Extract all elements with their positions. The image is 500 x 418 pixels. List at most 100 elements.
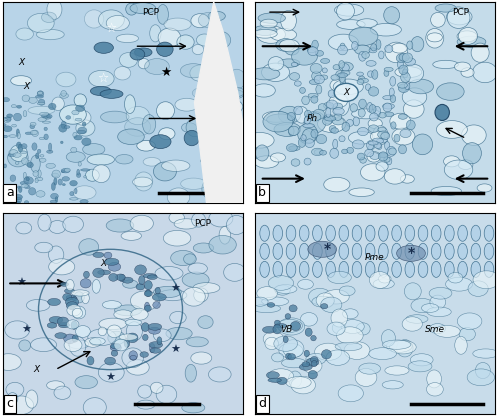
Ellipse shape: [191, 352, 212, 364]
Ellipse shape: [226, 215, 246, 234]
Ellipse shape: [24, 177, 34, 184]
Ellipse shape: [148, 324, 162, 330]
Ellipse shape: [70, 336, 86, 356]
Ellipse shape: [228, 69, 246, 89]
Ellipse shape: [333, 79, 364, 94]
Ellipse shape: [70, 181, 78, 186]
Ellipse shape: [370, 44, 376, 51]
Ellipse shape: [145, 290, 151, 296]
Text: X: X: [33, 365, 39, 374]
Ellipse shape: [225, 100, 243, 113]
Ellipse shape: [382, 340, 411, 349]
Ellipse shape: [208, 31, 231, 49]
Ellipse shape: [114, 310, 132, 319]
Ellipse shape: [192, 44, 203, 55]
Ellipse shape: [24, 185, 30, 189]
Ellipse shape: [122, 277, 133, 283]
Ellipse shape: [270, 153, 285, 162]
Ellipse shape: [144, 305, 152, 311]
Ellipse shape: [143, 158, 160, 166]
Ellipse shape: [124, 95, 136, 114]
Ellipse shape: [369, 104, 376, 114]
Ellipse shape: [286, 353, 292, 359]
Ellipse shape: [376, 162, 388, 171]
Text: *: *: [408, 246, 414, 260]
Ellipse shape: [366, 141, 374, 150]
Ellipse shape: [129, 351, 138, 360]
Ellipse shape: [180, 178, 206, 189]
Ellipse shape: [357, 79, 364, 84]
Ellipse shape: [16, 142, 21, 148]
Ellipse shape: [298, 138, 306, 148]
Ellipse shape: [254, 156, 278, 168]
Text: ★: ★: [170, 344, 180, 354]
Ellipse shape: [427, 33, 442, 42]
Ellipse shape: [21, 144, 27, 149]
Ellipse shape: [157, 337, 162, 345]
Ellipse shape: [130, 48, 145, 60]
Ellipse shape: [208, 11, 226, 21]
Ellipse shape: [64, 334, 76, 344]
Ellipse shape: [49, 220, 66, 233]
Ellipse shape: [46, 150, 53, 153]
Ellipse shape: [46, 381, 64, 390]
Ellipse shape: [366, 243, 375, 259]
Ellipse shape: [400, 129, 411, 138]
Ellipse shape: [402, 69, 408, 78]
Ellipse shape: [432, 261, 441, 278]
Ellipse shape: [471, 261, 480, 278]
Ellipse shape: [330, 148, 338, 158]
Ellipse shape: [290, 73, 300, 80]
Ellipse shape: [74, 292, 85, 303]
Ellipse shape: [398, 114, 407, 119]
Ellipse shape: [432, 243, 441, 259]
Ellipse shape: [55, 197, 58, 201]
Ellipse shape: [32, 130, 38, 137]
Ellipse shape: [348, 131, 374, 144]
Ellipse shape: [263, 331, 284, 346]
Ellipse shape: [288, 354, 296, 360]
Ellipse shape: [170, 311, 186, 324]
Ellipse shape: [372, 70, 378, 79]
Ellipse shape: [418, 225, 428, 241]
Ellipse shape: [310, 64, 322, 73]
Ellipse shape: [40, 155, 44, 157]
Ellipse shape: [418, 243, 428, 259]
Ellipse shape: [411, 298, 434, 313]
Ellipse shape: [260, 19, 277, 28]
Ellipse shape: [186, 337, 208, 347]
Ellipse shape: [382, 381, 403, 389]
Ellipse shape: [184, 130, 200, 146]
Ellipse shape: [24, 176, 29, 182]
Ellipse shape: [399, 54, 409, 61]
Ellipse shape: [346, 120, 354, 126]
Ellipse shape: [278, 106, 300, 123]
Ellipse shape: [333, 65, 340, 70]
Ellipse shape: [286, 144, 298, 152]
Ellipse shape: [77, 130, 86, 133]
Ellipse shape: [426, 28, 444, 48]
Ellipse shape: [366, 261, 375, 278]
Ellipse shape: [418, 261, 428, 278]
Ellipse shape: [182, 403, 205, 413]
Ellipse shape: [16, 161, 19, 165]
Ellipse shape: [48, 143, 52, 151]
Ellipse shape: [304, 117, 310, 124]
Ellipse shape: [303, 123, 314, 128]
Ellipse shape: [80, 279, 91, 288]
Ellipse shape: [384, 70, 389, 76]
Ellipse shape: [107, 325, 122, 338]
Ellipse shape: [304, 110, 312, 117]
Ellipse shape: [36, 177, 43, 181]
Ellipse shape: [310, 357, 318, 363]
Ellipse shape: [262, 297, 288, 306]
Ellipse shape: [344, 342, 370, 359]
Ellipse shape: [110, 344, 122, 351]
Ellipse shape: [98, 10, 124, 30]
Ellipse shape: [98, 270, 110, 275]
Ellipse shape: [177, 35, 194, 49]
Ellipse shape: [331, 309, 347, 327]
Ellipse shape: [38, 170, 41, 177]
Ellipse shape: [446, 9, 472, 25]
Ellipse shape: [56, 72, 76, 87]
